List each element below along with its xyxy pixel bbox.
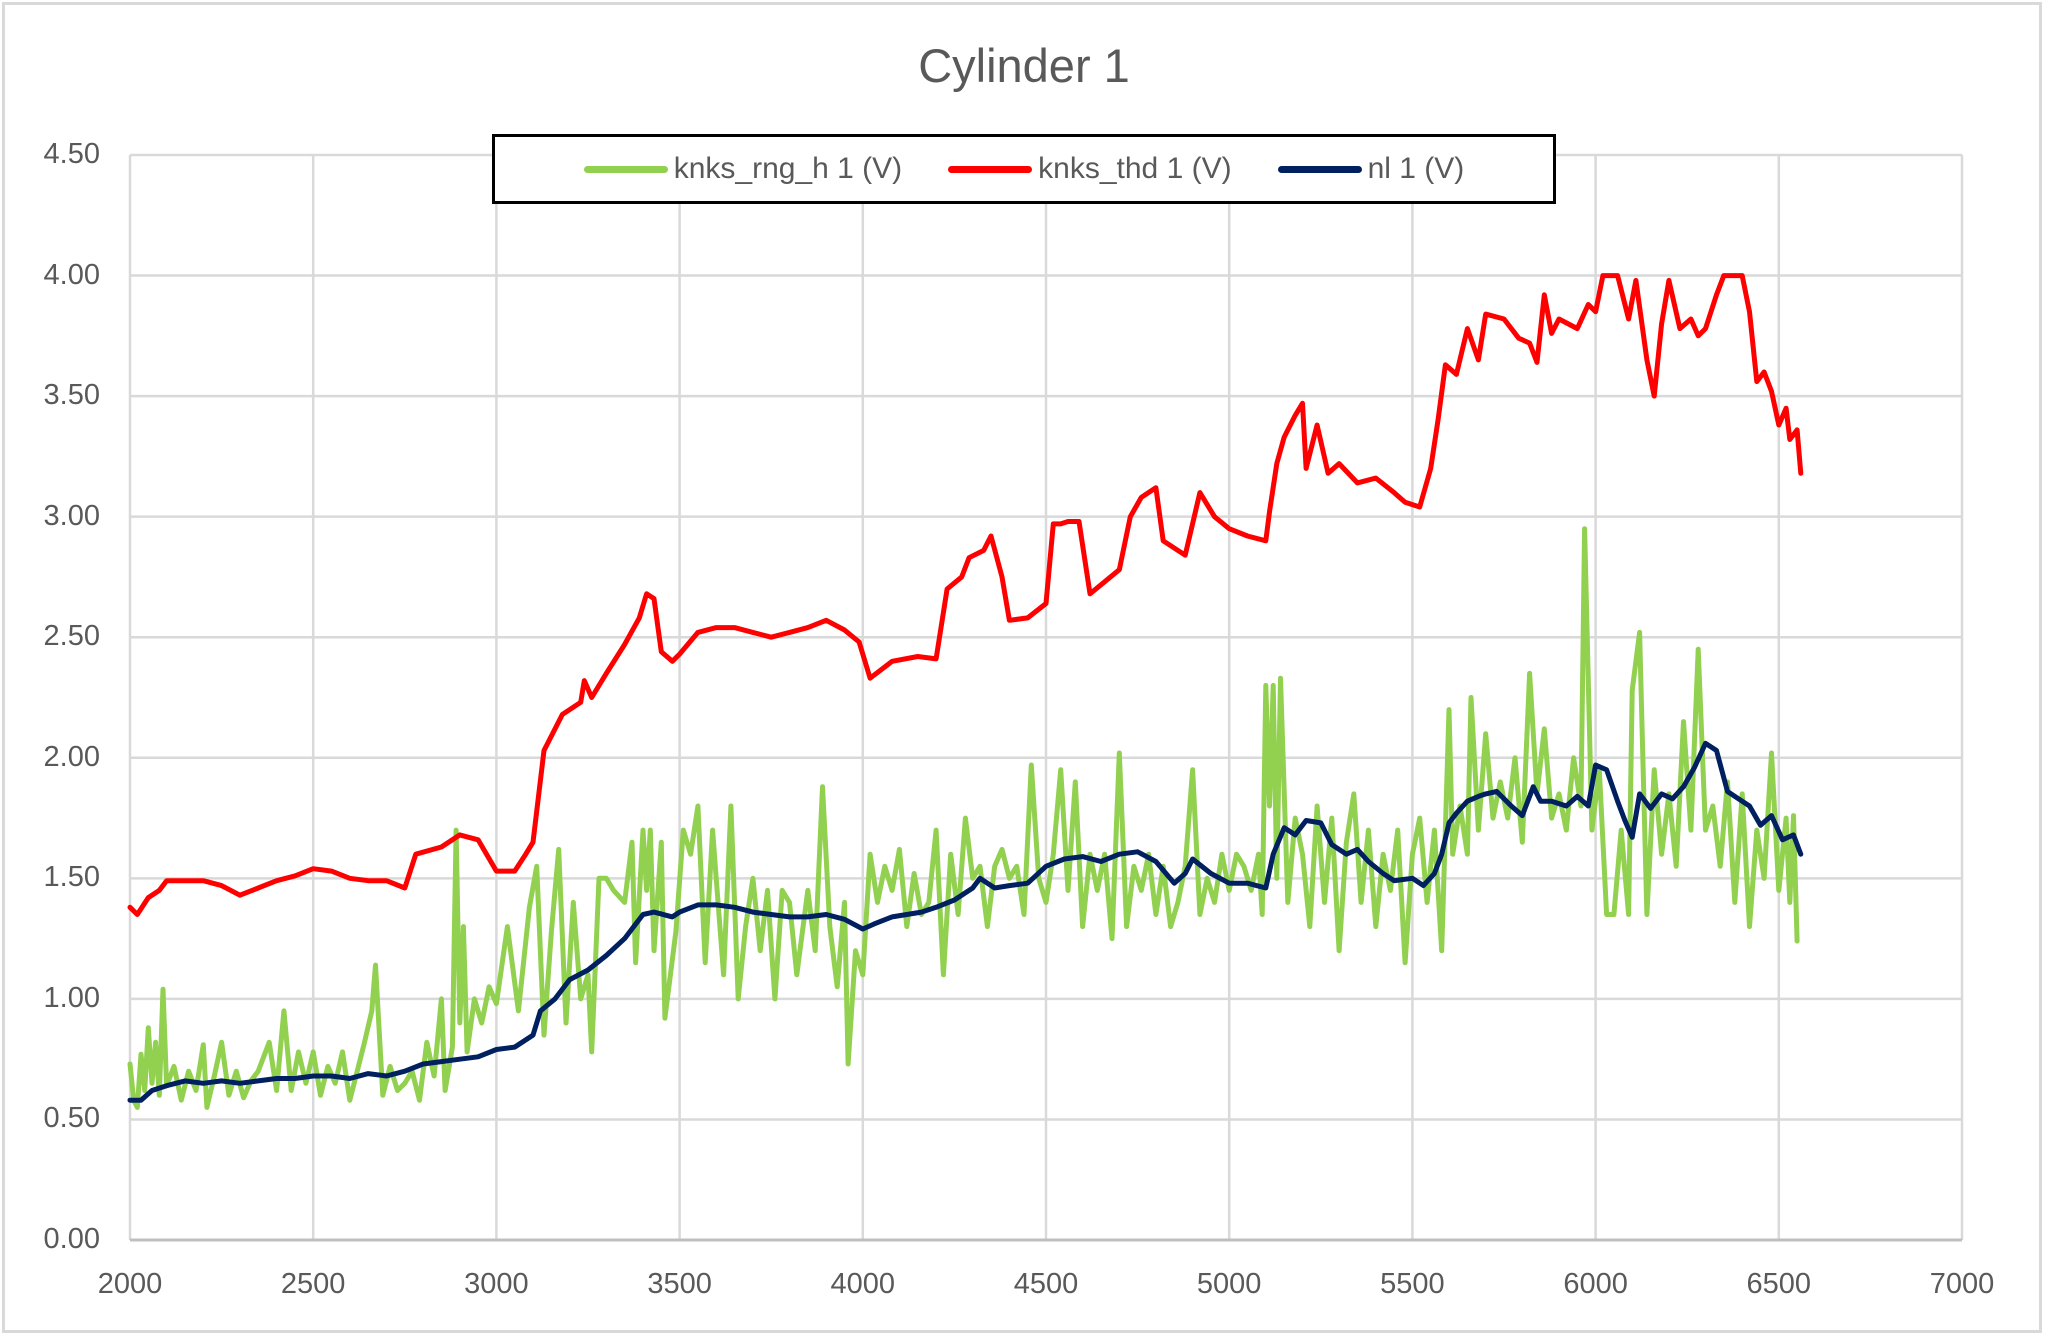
x-tick-label: 3000: [464, 1268, 529, 1300]
series-lines: [127, 273, 1804, 1110]
x-tick-label: 4500: [1013, 1268, 1079, 1300]
y-tick-label: 2.00: [43, 740, 100, 773]
legend-label: knks_rng_h 1 (V): [673, 152, 903, 185]
y-tick-label: 2.50: [43, 620, 100, 653]
x-tick-label: 5500: [1380, 1268, 1445, 1300]
y-tick-label: 1.00: [43, 981, 100, 1014]
y-tick-label: 4.50: [43, 138, 100, 170]
y-tick-label: 0.50: [43, 1102, 100, 1135]
y-tick-label: 3.50: [43, 379, 100, 412]
gridlines: [128, 153, 1964, 1242]
y-tick-label: 4.00: [43, 258, 100, 291]
x-tick-label: 5000: [1196, 1268, 1262, 1300]
legend: knks_rng_h 1 (V) knks_thd 1 (V) nl 1 (V): [492, 134, 1556, 204]
legend-swatch-red-icon: [948, 165, 1033, 173]
legend-label: nl 1 (V): [1367, 152, 1465, 185]
legend-swatch-navy-icon: [1277, 165, 1362, 173]
y-tick-label: 0.00: [43, 1223, 100, 1255]
chart-title: Cylinder 1: [918, 39, 1130, 92]
x-tick-label: 2500: [280, 1268, 346, 1300]
y-tick-label: 3.00: [43, 499, 100, 532]
x-tick-label: 3500: [647, 1268, 712, 1300]
legend-item-knks-thd: knks_thd 1 (V): [948, 152, 1232, 186]
x-tick-label: 4000: [830, 1268, 896, 1300]
legend-item-knks-rng-h: knks_rng_h 1 (V): [583, 152, 903, 186]
legend-item-nl: nl 1 (V): [1277, 152, 1465, 186]
y-tick-label: 1.50: [43, 861, 100, 894]
series-line-0: [127, 526, 1800, 1110]
x-tick-label: 6500: [1746, 1268, 1812, 1300]
series-line-1: [127, 273, 1804, 917]
legend-swatch-green-icon: [583, 165, 668, 173]
x-tick-label: 7000: [1929, 1268, 1995, 1300]
legend-label: knks_thd 1 (V): [1038, 152, 1232, 185]
x-tick-label: 6000: [1563, 1268, 1628, 1300]
x-tick-label: 2000: [97, 1268, 163, 1300]
series-line-2: [127, 740, 1804, 1103]
